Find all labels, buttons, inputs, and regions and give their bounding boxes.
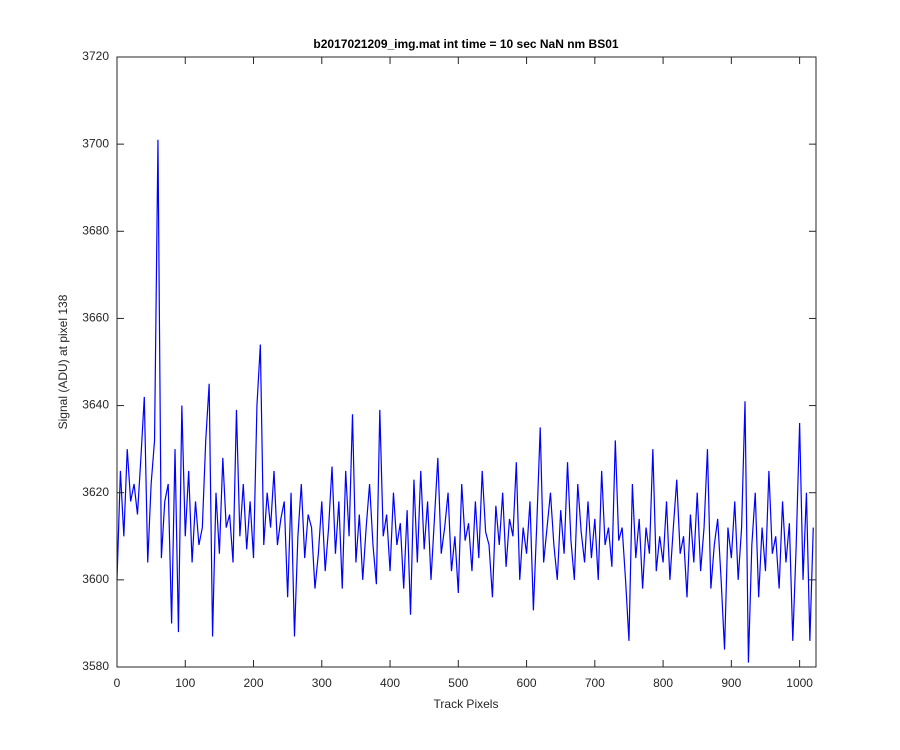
x-tick-label: 900: [721, 676, 741, 690]
x-tick-label: 100: [175, 676, 195, 690]
y-tick-label: 3660: [82, 311, 109, 325]
y-tick-label: 3640: [82, 398, 109, 412]
x-tick-label: 200: [244, 676, 264, 690]
x-tick-label: 1000: [786, 676, 813, 690]
x-tick-label: 400: [380, 676, 400, 690]
y-tick-label: 3600: [82, 572, 109, 586]
y-tick-label: 3680: [82, 223, 109, 237]
x-tick-label: 600: [517, 676, 537, 690]
x-tick-label: 800: [653, 676, 673, 690]
x-tick-label: 500: [448, 676, 468, 690]
x-tick-label: 700: [585, 676, 605, 690]
plot-frame: [116, 56, 817, 668]
y-tick-label: 3580: [82, 659, 109, 673]
x-axis-label: Track Pixels: [434, 697, 499, 711]
y-tick-label: 3720: [82, 49, 109, 63]
x-tick-label: 0: [114, 676, 121, 690]
y-axis-label: Signal (ADU) at pixel 138: [56, 294, 70, 429]
chart-title: b2017021209_img.mat int time = 10 sec Na…: [313, 37, 618, 51]
x-tick-label: 300: [312, 676, 332, 690]
y-tick-label: 3620: [82, 485, 109, 499]
y-tick-label: 3700: [82, 136, 109, 150]
data-line: [116, 139, 814, 663]
